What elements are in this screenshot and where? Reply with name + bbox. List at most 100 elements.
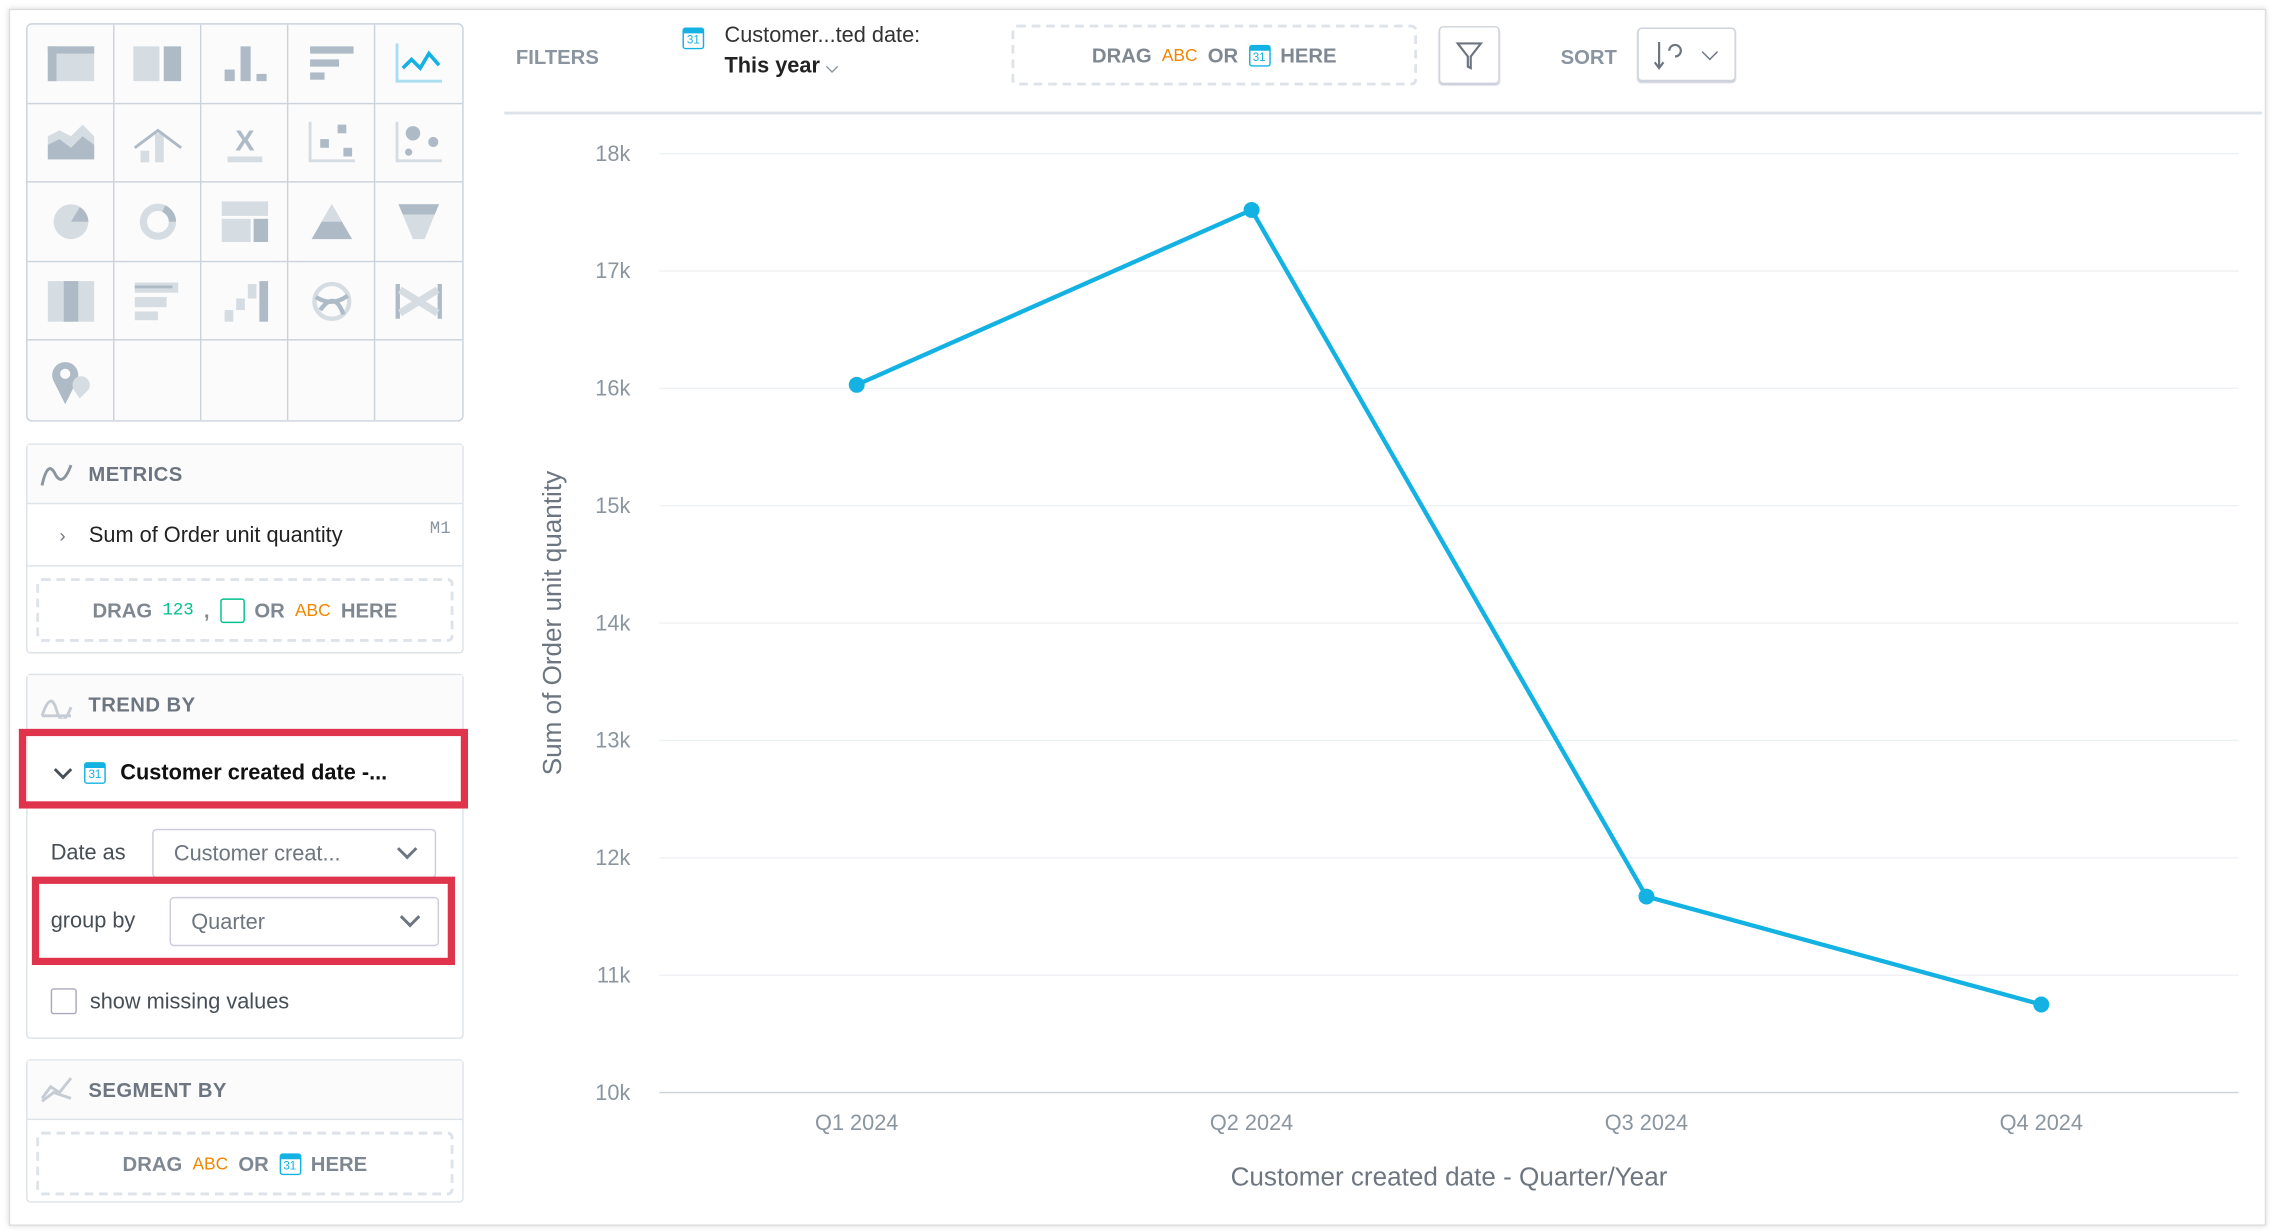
sankey-chart-icon: [395, 283, 442, 319]
svg-text:X: X: [234, 126, 254, 158]
waterfall-chart-icon: [223, 280, 268, 322]
y-axis-title: Sum of Order unit quantity: [537, 471, 567, 775]
show-missing-row[interactable]: show missing values: [50, 988, 290, 1015]
funnel-chart-icon: [398, 204, 440, 240]
calendar-icon: 31: [682, 27, 705, 50]
data-point: [1638, 888, 1655, 905]
x-tick-label: Q1 2024: [815, 1110, 898, 1135]
geo-pushpin-chart-icon: [51, 361, 90, 404]
filters-label: FILTERS: [515, 44, 599, 69]
measure-filter-button[interactable]: [1438, 26, 1500, 85]
trend-title: TREND BY: [88, 692, 196, 716]
date-filter-button[interactable]: Customer...ted date: This year ⌵: [725, 23, 921, 78]
data-point: [2033, 996, 2050, 1013]
data-point: [1243, 201, 1260, 218]
drop-or: OR: [238, 1151, 269, 1176]
chart-type-headline[interactable]: X: [201, 103, 289, 183]
calendar-icon: 31: [84, 761, 106, 784]
segment-panel: SEGMENT BY DRAG ABC OR 31 HERE: [26, 1059, 464, 1203]
chart-type-waterfall[interactable]: [201, 261, 289, 342]
line-chart-icon: [395, 43, 442, 83]
chart-type-funnel[interactable]: [375, 183, 463, 262]
metrics-dropzone[interactable]: DRAG 123, OR ABC HERE: [36, 578, 454, 642]
show-missing-checkbox[interactable]: [50, 988, 77, 1015]
y-tick-label: 16k: [595, 376, 630, 401]
series-line: [855, 207, 2042, 1007]
date-as-value: Customer creat...: [173, 841, 341, 866]
chart-type-donut[interactable]: [114, 182, 202, 262]
chart-type-scatter[interactable]: [288, 103, 376, 183]
metric-item[interactable]: › Sum of Order unit quantity M1: [27, 504, 463, 567]
segment-icon: [40, 1077, 73, 1103]
chart-type-heatmap[interactable]: [27, 261, 115, 342]
chart-type-geo-pushpin[interactable]: [28, 341, 115, 421]
chart-type-column[interactable]: [201, 24, 289, 104]
chart-type-headline-table[interactable]: [114, 24, 202, 104]
highlight-trend-item: [18, 728, 469, 809]
trend-item[interactable]: 31 Customer created date -...: [28, 740, 463, 804]
data-point: [848, 376, 865, 393]
show-missing-label: show missing values: [89, 988, 290, 1014]
segment-dropzone[interactable]: DRAG ABC OR 31 HERE: [36, 1131, 454, 1196]
y-tick-label: 11k: [597, 962, 631, 987]
metrics-icon: [40, 464, 73, 486]
funnel-icon: [1455, 42, 1484, 70]
drop-sep: ,: [203, 598, 210, 622]
trend-header: TREND BY: [27, 675, 463, 735]
trend-item-label: Customer created date -...: [120, 760, 388, 785]
x-axis-title: Customer created date - Quarter/Year: [1231, 1161, 1668, 1191]
combo-chart-icon: [133, 129, 182, 163]
y-tick-label: 14k: [595, 610, 630, 635]
x-tick-label: Q4 2024: [2000, 1110, 2083, 1135]
metrics-title: METRICS: [88, 462, 183, 486]
trend-icon: [40, 699, 73, 719]
segment-title: SEGMENT BY: [88, 1078, 227, 1102]
drop-drag: DRAG: [1091, 43, 1152, 67]
drop-drag: DRAG: [122, 1151, 183, 1176]
metric-tag: M1: [429, 518, 451, 540]
chart-type-line[interactable]: [375, 25, 463, 104]
chart-type-treemap[interactable]: [201, 182, 289, 262]
chart-type-area[interactable]: [27, 103, 115, 183]
drop-drag: DRAG: [92, 598, 153, 622]
column-chart-icon: [223, 46, 266, 81]
chart-type-bullet[interactable]: [114, 261, 202, 342]
calculated-metric-icon: [219, 597, 245, 623]
chevron-right-icon[interactable]: ›: [59, 523, 66, 546]
chart-type-bubble[interactable]: [375, 104, 463, 183]
sort-button[interactable]: [1637, 27, 1736, 82]
chart-type-bar[interactable]: [288, 24, 376, 104]
empty-cell: [288, 341, 376, 421]
filter-value: This year: [724, 53, 820, 79]
chart-type-dependency-wheel[interactable]: [288, 261, 376, 342]
sort-icon: [1653, 41, 1682, 70]
chart-type-pie[interactable]: [27, 182, 115, 262]
segment-header: SEGMENT BY: [27, 1060, 463, 1121]
calendar-icon: 31: [1248, 44, 1271, 66]
chart-type-sankey[interactable]: [375, 262, 463, 342]
x-tick-label: Q2 2024: [1210, 1110, 1293, 1135]
chart-type-picker: X: [26, 23, 464, 422]
drop-here: HERE: [340, 598, 398, 622]
bubble-chart-icon: [395, 122, 442, 163]
filter-dropzone[interactable]: DRAG ABC OR 31 HERE: [1011, 24, 1418, 86]
highlight-group-by: [31, 876, 455, 966]
treemap-chart-icon: [220, 201, 268, 242]
headline-chart-icon: X: [226, 126, 262, 163]
drop-here: HERE: [1280, 43, 1337, 67]
date-as-label: Date as: [50, 840, 126, 866]
drop-or: OR: [1207, 43, 1239, 67]
y-tick-label: 13k: [595, 728, 630, 753]
chart-type-combo[interactable]: [114, 103, 202, 183]
empty-cell: [114, 341, 202, 421]
y-tick-label: 18k: [595, 141, 630, 166]
chart-type-pyramid[interactable]: [288, 182, 376, 262]
chart-type-table[interactable]: [27, 24, 115, 104]
empty-cell: [201, 341, 289, 421]
scatter-chart-icon: [307, 122, 355, 163]
y-tick-label: 12k: [595, 845, 630, 870]
group-by-select[interactable]: Quarter: [169, 896, 440, 947]
donut-chart-icon: [139, 203, 176, 240]
headline-table-chart-icon: [132, 46, 181, 81]
